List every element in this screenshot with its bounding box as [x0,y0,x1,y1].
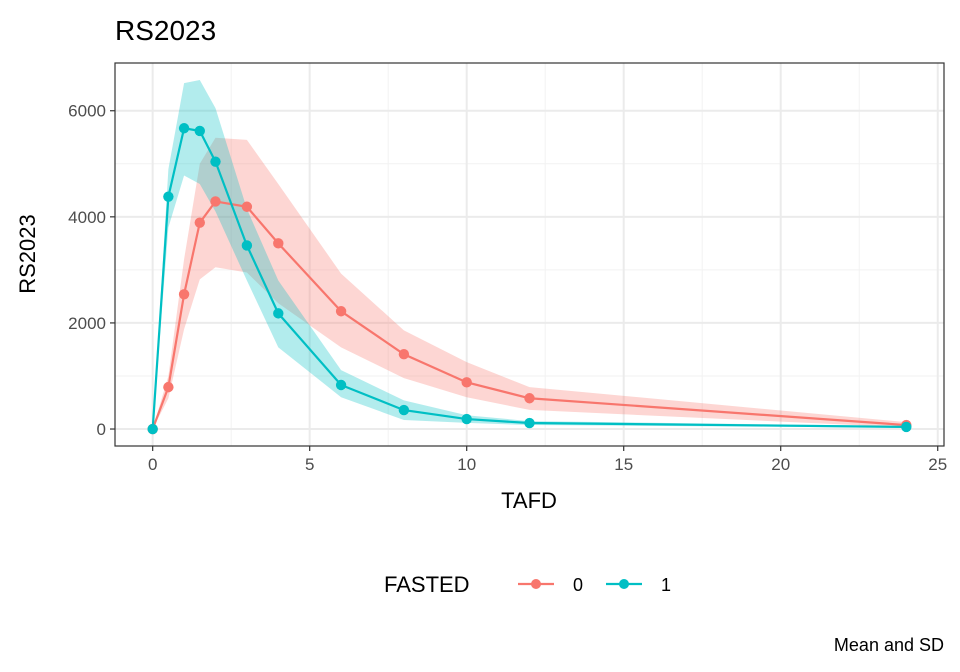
data-point-1 [524,417,535,429]
chart-title: RS2023 [115,15,216,46]
data-point-0 [241,201,253,212]
x-tick-label: 15 [614,455,633,474]
panel-border [114,62,945,447]
series-line-1 [151,126,907,430]
data-point-1 [461,413,472,425]
y-axis-title: RS2023 [15,214,40,294]
series-lines [151,126,907,430]
data-point-1 [210,156,221,167]
series-points [147,123,912,435]
data-point-1 [901,421,912,433]
data-point-0 [524,393,535,404]
legend-item-1: 1 [606,575,671,595]
data-point-0 [178,289,190,300]
grid-lines [115,63,944,446]
data-point-1 [178,123,190,134]
y-tick-label: 4000 [68,208,106,227]
data-point-1 [163,191,174,202]
data-point-1 [398,404,410,416]
legend: FASTED 0 1 [384,572,671,597]
panel-background [115,63,944,446]
sd-ribbons [152,79,907,430]
data-point-1 [273,308,284,319]
x-axis-title: TAFD [501,488,557,513]
series-line-0 [151,200,907,430]
x-tick-label: 20 [771,455,790,474]
legend-key-point-1 [619,579,629,589]
data-point-1 [147,423,158,435]
x-tick-label: 25 [928,455,947,474]
legend-label-1: 1 [661,575,671,595]
x-tick-label: 5 [305,455,314,474]
x-axis: 0 5 10 15 20 25 [148,446,947,474]
y-tick-label: 0 [97,420,106,439]
caption: Mean and SD [834,635,944,655]
data-point-0 [194,217,205,228]
x-tick-label: 10 [457,455,476,474]
data-point-1 [241,240,253,251]
legend-label-0: 0 [573,575,583,595]
data-point-1 [194,125,205,137]
legend-title: FASTED [384,572,470,597]
y-tick-label: 2000 [68,314,106,333]
y-tick-label: 6000 [68,102,106,121]
data-point-0 [273,238,284,249]
sd-ribbon-0 [152,137,907,430]
legend-key-point-0 [531,579,541,589]
data-point-0 [163,381,174,393]
data-point-1 [335,379,347,391]
data-point-0 [335,306,347,317]
data-point-0 [398,349,410,360]
y-axis: 0 2000 4000 6000 [68,102,115,439]
legend-item-0: 0 [518,575,583,595]
data-point-0 [461,377,472,388]
data-point-0 [210,196,221,207]
x-tick-label: 0 [148,455,157,474]
